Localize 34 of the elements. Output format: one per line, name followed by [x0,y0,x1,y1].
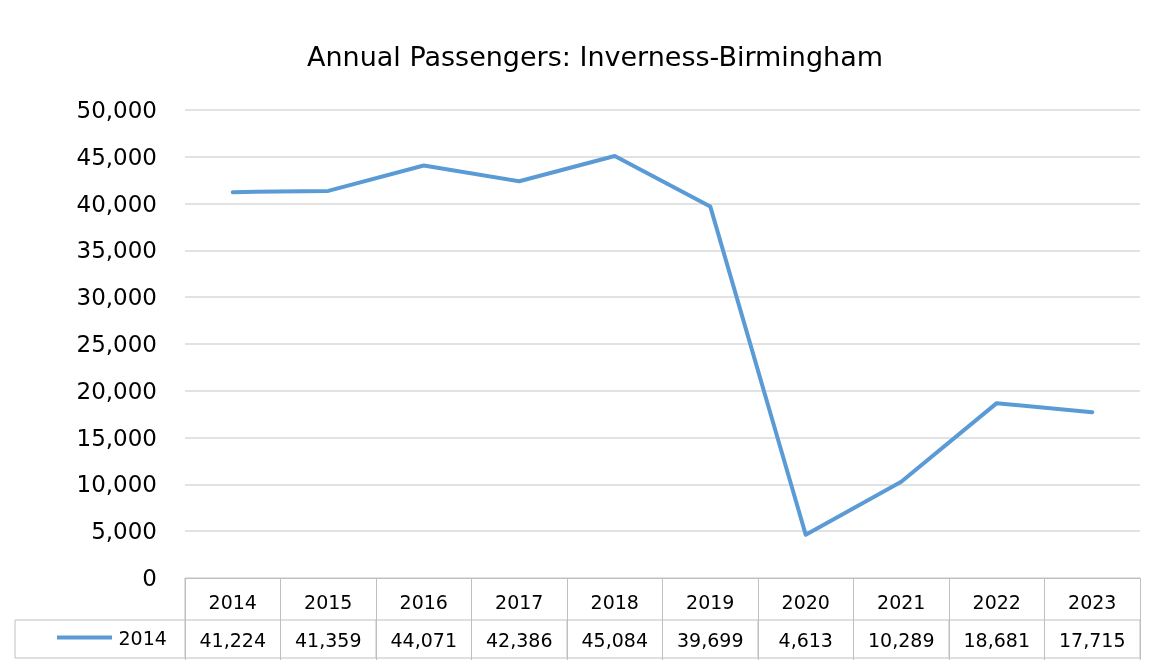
data-label: 41,224 [199,629,266,651]
y-tick-label: 20,000 [76,377,157,404]
x-tick-label: 2015 [304,590,353,613]
x-tick-label: 2020 [781,590,830,613]
y-tick-label: 30,000 [76,284,157,311]
y-tick-label: 5,000 [91,518,157,545]
y-tick-label: 35,000 [76,237,157,264]
x-tick-label: 2016 [399,590,448,613]
x-tick-label: 2023 [1068,590,1117,613]
y-tick-label: 25,000 [76,331,157,357]
y-tick-label: 45,000 [76,143,157,170]
data-label: 45,084 [581,629,648,651]
y-tick-label: 15,000 [76,424,157,451]
x-tick-label: 2022 [972,590,1021,613]
x-tick-label: 2017 [495,590,544,613]
chart-title: Annual Passengers: Inverness-Birmingham [306,41,884,72]
data-label: 41,359 [295,629,362,651]
x-tick-label: 2014 [208,590,257,613]
legend-label: 2014 [118,626,167,649]
data-label: 17,715 [1059,629,1126,651]
data-label: 4,613 [778,629,833,651]
y-tick-label: 0 [142,565,157,591]
data-label: 18,681 [963,629,1030,651]
data-label: 39,699 [677,629,744,651]
y-tick-label: 50,000 [76,97,157,123]
x-tick-label: 2021 [877,590,926,613]
data-label: 10,289 [868,629,935,651]
data-label: 42,386 [486,629,553,651]
y-tick-label: 40,000 [76,190,157,217]
line-series [230,154,1095,537]
y-tick-label: 10,000 [76,471,157,498]
x-tick-label: 2019 [686,590,735,613]
x-tick-label: 2018 [590,590,639,613]
data-label: 44,071 [390,629,457,651]
